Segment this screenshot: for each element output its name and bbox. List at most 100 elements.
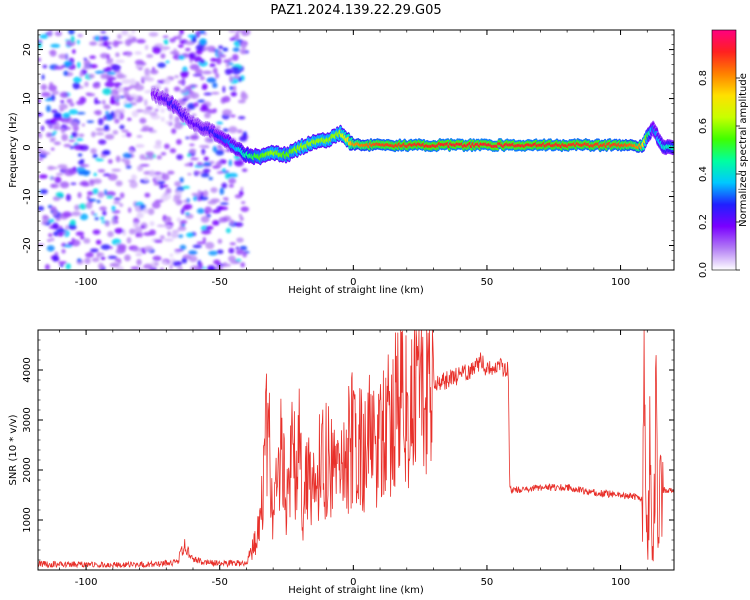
spectrogram-noise-blob	[228, 255, 236, 263]
spectrogram-noise-blob	[91, 257, 100, 263]
spectrogram-noise-blob	[78, 203, 88, 210]
spectrogram-noise-blob	[179, 177, 184, 184]
spectrogram-noise-blob	[213, 259, 221, 265]
spectrogram-noise-blob	[144, 77, 154, 80]
spectrogram-x-label: Height of straight line (km)	[288, 285, 424, 296]
spectrogram-noise-blob	[71, 131, 78, 138]
spectrogram-noise-blob	[50, 206, 57, 211]
spectrogram-noise-blob	[167, 231, 171, 237]
spectrogram-noise-blob	[237, 129, 243, 134]
spectrogram-noise-blob	[196, 161, 203, 166]
spectrogram-noise-blob	[176, 190, 182, 196]
spectrogram-noise-blob	[71, 239, 81, 247]
spectrogram-noise-blob	[50, 109, 58, 114]
spectrogram-noise-blob	[104, 134, 115, 140]
spectrogram-y-tick-label: -10	[22, 188, 33, 204]
spectrogram-noise-blob	[71, 211, 81, 217]
spectrogram-noise-blob	[202, 168, 211, 173]
spectrogram-noise-blob	[234, 222, 244, 227]
colorbar-frame	[711, 29, 737, 271]
spectrogram-noise-blob	[100, 30, 106, 34]
spectrogram-noise-blob	[42, 64, 48, 69]
spectrogram-noise-blob	[79, 144, 89, 151]
spectrogram-noise-blob	[230, 114, 236, 118]
spectrogram-noise-blob	[52, 126, 62, 130]
spectrogram-noise-blob	[241, 168, 248, 173]
spectrogram-noise-blob	[163, 238, 174, 242]
spectrogram-noise-blob	[69, 219, 76, 226]
spectrogram-noise-blob	[161, 193, 172, 200]
spectrogram-noise-blob	[236, 39, 243, 42]
spectrogram-noise-blob	[138, 67, 143, 71]
spectrogram-noise-blob	[219, 54, 227, 58]
spectrogram-noise-blob	[235, 246, 240, 250]
spectrogram-noise-blob	[55, 217, 61, 222]
spectrogram-noise-blob	[229, 75, 233, 83]
spectrogram-noise-blob	[98, 262, 104, 270]
spectrogram-noise-blob	[177, 80, 184, 85]
spectrogram-noise-blob	[92, 153, 98, 159]
spectrogram-noise-blob	[113, 197, 121, 201]
spectrogram-noise-blob	[59, 231, 64, 237]
spectrogram-noise-blob	[159, 183, 164, 190]
spectrogram-noise-blob	[223, 59, 231, 64]
spectrogram-noise-blob	[91, 210, 95, 216]
spectrogram-noise-blob	[49, 176, 56, 181]
spectrogram-noise-blob	[84, 257, 91, 265]
spectrogram-noise-blob	[189, 148, 197, 154]
spectrogram-noise-blob	[210, 198, 221, 203]
spectrogram-noise-blob	[97, 118, 104, 126]
snr-y-tick-label: 3000	[22, 407, 33, 432]
spectrogram-noise-blob	[48, 233, 53, 238]
spectrogram-noise-blob	[163, 77, 171, 85]
spectrogram-noise-blob	[154, 239, 163, 243]
spectrogram-noise-blob	[68, 30, 75, 35]
spectrogram-noise-blob	[77, 153, 83, 157]
spectrogram-noise-blob	[218, 206, 229, 211]
spectrogram-noise-blob	[114, 220, 119, 224]
spectrogram-noise-blob	[136, 258, 142, 266]
spectrogram-noise-blob	[129, 84, 137, 89]
spectrogram-noise-blob	[111, 168, 122, 172]
spectrogram-noise-blob	[61, 249, 66, 254]
spectrogram-noise-blob	[152, 255, 162, 262]
spectrogram-noise-blob	[160, 53, 166, 59]
spectrogram-noise-blob	[144, 44, 149, 51]
spectrogram-noise-blob	[197, 189, 202, 197]
spectrogram-noise-blob	[53, 141, 61, 146]
spectrogram-noise-blob	[144, 90, 153, 94]
spectrogram-noise-blob	[178, 55, 186, 60]
spectrogram-noise-blob	[68, 109, 78, 115]
spectrogram-noise-blob	[224, 197, 229, 202]
spectrogram-noise-blob	[65, 263, 71, 270]
spectrogram-noise-blob	[57, 164, 68, 169]
spectrogram-noise-blob	[40, 83, 48, 91]
spectrogram-noise-blob	[212, 82, 218, 89]
spectrogram-noise-blob	[72, 82, 80, 90]
spectrogram-noise-blob	[140, 225, 146, 229]
spectrogram-noise-blob	[97, 169, 106, 173]
spectrogram-noise-blob	[128, 228, 136, 235]
spectrogram-noise-blob	[60, 100, 65, 104]
spectrogram-noise-blob	[222, 85, 226, 93]
spectrogram-noise-blob	[104, 220, 110, 227]
spectrogram-noise-blob	[169, 148, 177, 154]
spectrogram-noise-blob	[217, 144, 222, 150]
snr-x-tick-label: -100	[75, 577, 98, 588]
spectrogram-noise-blob	[100, 216, 105, 221]
spectrogram-noise-blob	[161, 173, 170, 181]
spectrogram-noise-blob	[106, 71, 117, 76]
spectrogram-noise-blob	[133, 222, 140, 228]
spectrogram-noise-blob	[185, 47, 191, 52]
spectrogram-noise-blob	[72, 49, 76, 54]
spectrogram-noise-blob	[224, 68, 233, 75]
spectrogram-noise-blob	[202, 46, 213, 51]
spectrogram-noise-blob	[201, 148, 206, 155]
spectrogram-noise-blob	[131, 30, 136, 35]
spectrogram-noise-blob	[129, 180, 138, 189]
spectrogram-noise-blob	[89, 64, 98, 69]
spectrogram-noise-blob	[46, 245, 55, 252]
spectrogram-noise-blob	[94, 70, 105, 74]
spectrogram-noise-blob	[89, 248, 99, 253]
